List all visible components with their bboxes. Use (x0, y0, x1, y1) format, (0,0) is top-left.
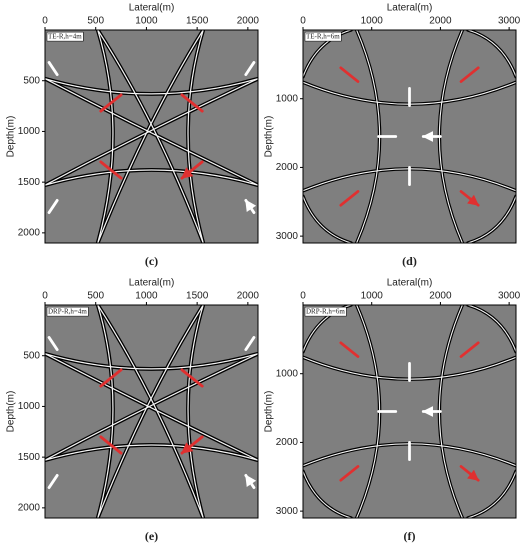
wavefield-image (45, 30, 258, 243)
y-tick-label: 1500 (18, 177, 41, 188)
inset-title: DRP-R,h=4m (48, 308, 87, 316)
x-tick-label: 2000 (429, 291, 452, 302)
y-tick-label: 1000 (18, 401, 41, 412)
y-axis-label: Depth(m) (264, 391, 275, 433)
frame (302, 29, 517, 244)
x-tick-label: 1000 (361, 291, 384, 302)
inset-title: TE-R,h=4m (48, 33, 82, 41)
wavefield-image (303, 30, 516, 243)
y-tick-label: 3000 (276, 231, 299, 242)
y-tick-label: 500 (23, 350, 40, 361)
y-tick-label: 500 (23, 75, 40, 86)
x-tick-label: 500 (87, 16, 104, 27)
y-tick-label: 2000 (18, 502, 41, 513)
panel-label: (e) (145, 529, 158, 543)
x-tick-label: 0 (300, 291, 306, 302)
frame (302, 304, 517, 519)
inset-title: DRP-R,h=6m (306, 308, 345, 316)
panel-label: (c) (145, 254, 158, 268)
y-tick-label: 2000 (276, 437, 299, 448)
y-axis-label: Depth(m) (6, 391, 17, 433)
y-tick-label: 1500 (18, 452, 41, 463)
panel: 0 500 1000 1500 2000 500 1000 1500 2000 Lateral(m… (6, 3, 260, 268)
y-tick-label: 2000 (276, 162, 299, 173)
x-tick-label: 3000 (498, 291, 520, 302)
x-axis-label: Lateral(m) (129, 278, 175, 289)
panel-label: (f) (404, 529, 416, 543)
panel: 0 1000 2000 3000 1000 2000 3000 Lateral(m) Depth… (264, 3, 520, 268)
wavefield-image (45, 305, 258, 518)
wavefield-image (303, 305, 516, 518)
inset-title: TE-R,h=6m (306, 33, 340, 41)
frame (44, 29, 259, 244)
y-axis-label: Depth(m) (6, 116, 17, 158)
x-tick-label: 1500 (186, 16, 209, 27)
inset-box (46, 306, 89, 317)
x-tick-label: 2000 (237, 16, 260, 27)
x-tick-label: 1000 (361, 16, 384, 27)
x-tick-label: 500 (87, 291, 104, 302)
inset-box (304, 31, 342, 42)
x-tick-label: 3000 (498, 16, 520, 27)
y-tick-label: 2000 (18, 227, 41, 238)
panel: 0 500 1000 1500 2000 500 1000 1500 2000 Lateral(m… (6, 278, 260, 543)
x-tick-label: 1000 (135, 16, 158, 27)
panel-label: (d) (402, 254, 417, 268)
y-tick-label: 1000 (276, 368, 299, 379)
x-tick-label: 0 (42, 291, 48, 302)
x-tick-label: 1500 (186, 291, 209, 302)
inset-box (304, 306, 347, 317)
x-axis-label: Lateral(m) (387, 3, 433, 14)
x-axis-label: Lateral(m) (129, 3, 175, 14)
x-axis-label: Lateral(m) (387, 278, 433, 289)
frame (44, 304, 259, 519)
y-tick-label: 3000 (276, 506, 299, 517)
x-tick-label: 0 (42, 16, 48, 27)
y-tick-label: 1000 (18, 126, 41, 137)
x-tick-label: 2000 (237, 291, 260, 302)
panel: 0 1000 2000 3000 1000 2000 3000 Lateral(m) Depth… (264, 278, 520, 543)
y-axis-label: Depth(m) (264, 116, 275, 158)
inset-box (46, 31, 84, 42)
x-tick-label: 1000 (135, 291, 158, 302)
y-tick-label: 1000 (276, 93, 299, 104)
x-tick-label: 2000 (429, 16, 452, 27)
x-tick-label: 0 (300, 16, 306, 27)
